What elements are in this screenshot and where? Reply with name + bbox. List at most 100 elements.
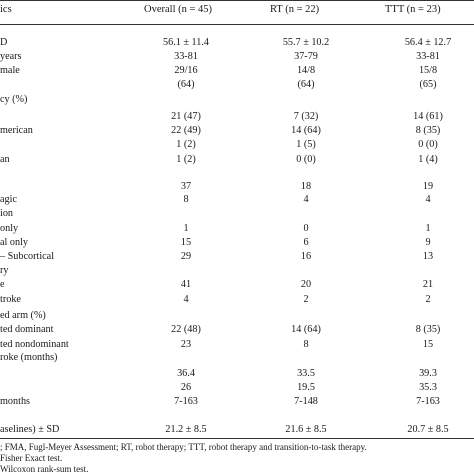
header-ttt: TTT (n = 23) <box>385 4 441 15</box>
cell-overall: 29/16 <box>174 65 198 76</box>
table-row: ted dominant 22 (48) 14 (64) 8 (35) <box>0 323 474 336</box>
cell-ttt: 20.7 ± 8.5 <box>407 424 449 435</box>
row-label: al only <box>0 237 29 248</box>
cell-rt: 18 <box>300 181 312 192</box>
cell-ttt: 9 <box>425 237 431 248</box>
row-label: months <box>0 396 31 407</box>
table-row: ed arm (%) <box>0 309 474 322</box>
cell-overall: 1 <box>183 223 189 234</box>
cell-ttt: 1 (4) <box>418 154 438 165</box>
cell-overall: 8 <box>183 194 189 205</box>
cell-ttt: 0 (0) <box>418 139 438 150</box>
header-label: ics <box>0 4 12 15</box>
cell-ttt: 15/8 <box>418 65 438 76</box>
cell-overall: 22 (48) <box>171 324 201 335</box>
cell-overall: 26 <box>180 382 192 393</box>
footnote-1: ; FMA, Fugl-Meyer Assessment; RT, robot … <box>0 442 367 452</box>
table-row <box>0 410 474 423</box>
cell-rt: 21.6 ± 8.5 <box>285 424 327 435</box>
cell-rt: 8 <box>303 339 309 350</box>
cell-ttt: 2 <box>425 294 431 305</box>
cell-rt: 1 (5) <box>296 139 316 150</box>
cell-overall: 37 <box>180 181 192 192</box>
table-row: 1 (2) 1 (5) 0 (0) <box>0 138 474 151</box>
row-label: merican <box>0 125 33 136</box>
cell-overall: 1 (2) <box>176 139 196 150</box>
header-rt: RT (n = 22) <box>270 4 320 15</box>
cell-rt: 14 (64) <box>291 324 321 335</box>
table-row: 21 (47) 7 (32) 14 (61) <box>0 110 474 123</box>
cell-overall: 41 <box>180 279 192 290</box>
table-row: (64) (64) (65) <box>0 78 474 91</box>
cell-rt: 19.5 <box>297 382 315 393</box>
table-row: al only 15 6 9 <box>0 236 474 249</box>
table-row: – Subcortical 29 16 13 <box>0 250 474 263</box>
table-row: ted nondominant 23 8 15 <box>0 338 474 351</box>
row-label: ed arm (%) <box>0 310 46 321</box>
table-row: years 33-81 37-79 33-81 <box>0 50 474 63</box>
table-row: 26 19.5 35.3 <box>0 381 474 394</box>
cell-ttt: 33-81 <box>416 51 440 62</box>
cell-rt: (64) <box>297 79 315 90</box>
table-row: ry <box>0 264 474 277</box>
header-rule <box>0 24 474 25</box>
bottom-rule <box>0 438 474 439</box>
cell-ttt: 8 (35) <box>415 324 441 335</box>
table-row: roke (months) <box>0 351 474 364</box>
cell-ttt: 4 <box>425 194 431 205</box>
cell-overall: 23 <box>180 339 192 350</box>
cell-ttt: 35.3 <box>419 382 437 393</box>
row-label: years <box>0 51 22 62</box>
table-row: e 41 20 21 <box>0 278 474 291</box>
cell-overall: 21.2 ± 8.5 <box>165 424 207 435</box>
row-label: cy (%) <box>0 94 28 105</box>
table-row: only 1 0 1 <box>0 222 474 235</box>
cell-rt: 7 (32) <box>293 111 319 122</box>
row-label: aselines) ± SD <box>0 424 60 435</box>
row-label: e <box>0 279 5 290</box>
cell-ttt: 8 (35) <box>415 125 441 136</box>
cell-ttt: 56.4 ± 12.7 <box>404 37 452 48</box>
cell-ttt: 13 <box>422 251 434 262</box>
table-row: cy (%) <box>0 93 474 106</box>
cell-ttt: 14 (61) <box>413 111 443 122</box>
cell-ttt: 1 <box>425 223 431 234</box>
cell-overall: 21 (47) <box>171 111 201 122</box>
cell-ttt: (65) <box>419 79 437 90</box>
cell-overall: 29 <box>180 251 192 262</box>
row-label: ted nondominant <box>0 339 69 350</box>
table-row: an 1 (2) 0 (0) 1 (4) <box>0 153 474 166</box>
cell-rt: 33.5 <box>297 368 315 379</box>
table-row: agic 8 4 4 <box>0 193 474 206</box>
cell-rt: 14 (64) <box>291 125 321 136</box>
cell-overall: 15 <box>180 237 192 248</box>
cell-ttt: 21 <box>422 279 434 290</box>
row-label: male <box>0 65 20 76</box>
table-row: ion <box>0 207 474 220</box>
cell-overall: 33-81 <box>174 51 198 62</box>
table-row <box>0 167 474 180</box>
footnote-2: Fisher Exact test. <box>0 453 63 463</box>
row-label: ry <box>0 265 9 276</box>
row-label: roke (months) <box>0 352 58 363</box>
cell-overall: 1 (2) <box>176 154 196 165</box>
cell-rt: 6 <box>303 237 309 248</box>
cell-rt: 20 <box>300 279 312 290</box>
header-overall: Overall (n = 45) <box>144 4 213 15</box>
table-row: 37 18 19 <box>0 180 474 193</box>
table-row: merican 22 (49) 14 (64) 8 (35) <box>0 124 474 137</box>
row-label: D <box>0 37 8 48</box>
row-label: only <box>0 223 19 234</box>
cell-rt: 16 <box>300 251 312 262</box>
table-row: D 56.1 ± 11.4 55.7 ± 10.2 56.4 ± 12.7 <box>0 36 474 49</box>
table-row: male 29/16 14/8 15/8 <box>0 64 474 77</box>
table-row: months 7-163 7-148 7-163 <box>0 395 474 408</box>
cell-overall: 22 (49) <box>171 125 201 136</box>
cell-rt: 7-148 <box>294 396 318 407</box>
top-rule <box>0 0 474 1</box>
cell-rt: 4 <box>303 194 309 205</box>
cell-ttt: 15 <box>422 339 434 350</box>
cell-rt: 0 (0) <box>296 154 316 165</box>
cell-overall: 56.1 ± 11.4 <box>163 37 209 48</box>
row-label: – Subcortical <box>0 251 55 262</box>
